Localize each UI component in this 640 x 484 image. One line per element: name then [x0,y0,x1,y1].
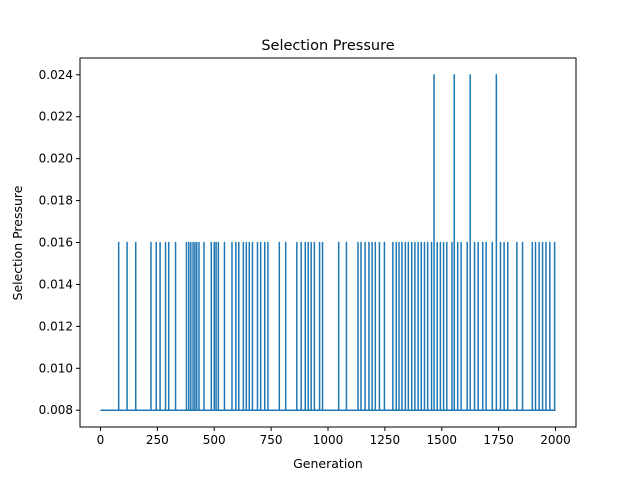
plot-area [100,74,556,411]
y-tick-label: 0.010 [39,361,73,375]
x-tick-label: 1500 [426,433,457,447]
x-tick-label: 2000 [540,433,571,447]
x-tick-label: 1750 [483,433,514,447]
y-tick-label: 0.020 [39,152,73,166]
x-tick-label: 0 [97,433,105,447]
x-axis-label: Generation [293,456,363,471]
x-tick-label: 500 [203,433,226,447]
y-tick-label: 0.008 [39,403,73,417]
y-tick-label: 0.022 [39,110,73,124]
y-tick-label: 0.024 [39,68,73,82]
chart-title: Selection Pressure [261,38,394,54]
x-tick-label: 1250 [370,433,401,447]
x-axis-ticks: 0 250 500 750 1000 1250 1500 1750 2000 [97,427,571,447]
y-tick-label: 0.012 [39,319,73,333]
series-line [100,74,556,411]
y-tick-label: 0.014 [39,277,73,291]
plot-frame [79,57,577,428]
x-tick-label: 250 [146,433,169,447]
y-tick-label: 0.018 [39,194,73,208]
x-tick-label: 750 [260,433,283,447]
y-tick-label: 0.016 [39,236,73,250]
y-axis-label: Selection Pressure [10,185,25,300]
x-tick-label: 1000 [313,433,344,447]
y-axis-ticks: 0.008 0.010 0.012 0.014 0.016 0.018 0.020 0.022… [39,68,80,417]
